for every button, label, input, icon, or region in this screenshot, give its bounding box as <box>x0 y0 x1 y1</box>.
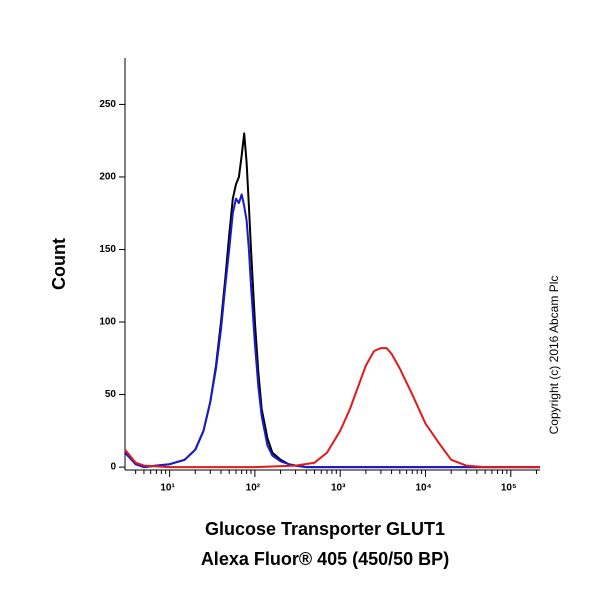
copyright: Copyright (c) 2016 Abcam Plc <box>547 276 561 435</box>
y-tick-label: 150 <box>99 244 116 255</box>
histogram-line <box>124 347 540 469</box>
y-tick-label: 0 <box>110 462 116 473</box>
x-axis-label: Glucose Transporter GLUT1 <box>205 519 445 539</box>
y-tick-label: 250 <box>99 99 116 110</box>
y-axis-label: Count <box>49 238 69 290</box>
histogram-line <box>124 193 540 469</box>
y-tick-label: 100 <box>99 317 116 328</box>
x-tick-label: 10³ <box>331 483 346 494</box>
x-axis-label: Alexa Fluor® 405 (450/50 BP) <box>201 549 449 569</box>
y-tick-label: 50 <box>105 389 117 400</box>
x-tick-label: 10⁵ <box>501 483 517 494</box>
x-tick-label: 10¹ <box>160 483 175 494</box>
x-tick-label: 10² <box>246 483 261 494</box>
y-tick-label: 200 <box>99 172 116 183</box>
histogram-line <box>124 132 540 469</box>
x-tick-label: 10⁴ <box>415 483 431 494</box>
